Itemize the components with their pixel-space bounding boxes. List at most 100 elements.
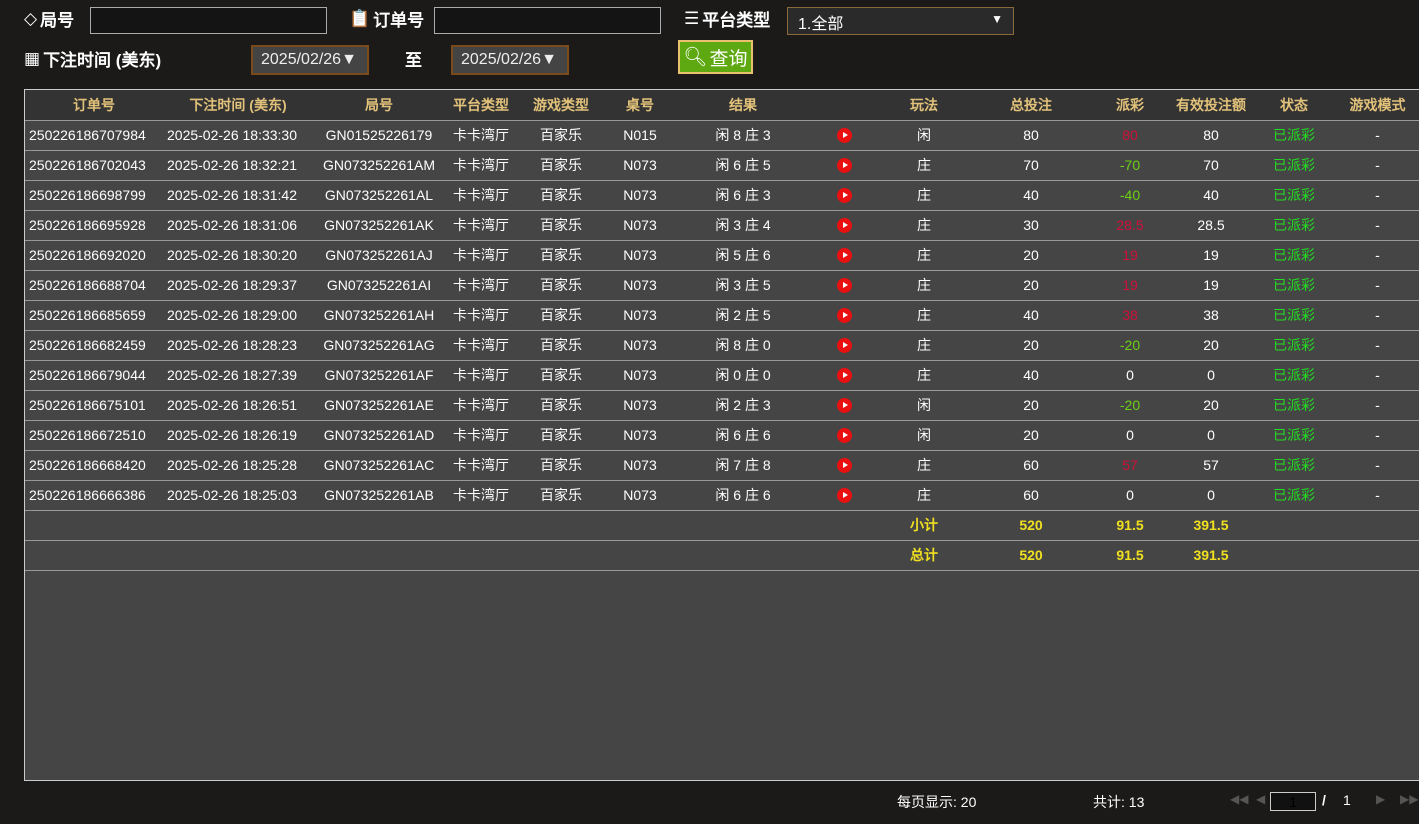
bet-type: 庄: [877, 270, 971, 301]
valid-bet: 28.5: [1169, 210, 1253, 241]
order-id: 250226186695928: [25, 210, 163, 241]
table-row: 250226186682459 2025-02-26 18:28:23 GN0732…: [25, 330, 1419, 361]
play-icon[interactable]: [836, 458, 852, 474]
table-row: 250226186668420 2025-02-26 18:25:28 GN0732…: [25, 450, 1419, 481]
payout: 19: [1091, 270, 1169, 301]
total-bet: 20: [971, 270, 1091, 301]
game-mode: -: [1335, 480, 1419, 511]
game-type: 百家乐: [517, 150, 605, 181]
column-header: 结果: [675, 90, 811, 121]
date-from-picker[interactable]: 2025/02/26▼: [251, 45, 369, 75]
order-input[interactable]: [434, 7, 661, 34]
date-to-picker[interactable]: 2025/02/26▼: [451, 45, 569, 75]
empty-cell: [675, 540, 811, 571]
play-icon[interactable]: [836, 128, 852, 144]
empty-cell: [517, 540, 605, 571]
status: 已派彩: [1253, 150, 1335, 181]
last-page-icon[interactable]: ▶▶: [1400, 792, 1419, 806]
table-row: 250226186698799 2025-02-26 18:31:42 GN0732…: [25, 180, 1419, 211]
table-row: 250226186707984 2025-02-26 18:33:30 GN0152…: [25, 120, 1419, 151]
sum-label: 总计: [877, 540, 971, 571]
order-label: 📋 订单号: [349, 8, 425, 31]
platform: 卡卡湾厅: [445, 180, 517, 211]
play-icon[interactable]: [836, 308, 852, 324]
replay-cell: [811, 270, 877, 301]
bet-type: 庄: [877, 330, 971, 361]
result: 闲 6 庄 6: [675, 420, 811, 451]
bet-time: 2025-02-26 18:26:51: [163, 390, 313, 421]
empty-cell: [605, 540, 675, 571]
platform: 卡卡湾厅: [445, 120, 517, 151]
order-id: 250226186707984: [25, 120, 163, 151]
bet-type: 庄: [877, 210, 971, 241]
play-icon[interactable]: [836, 428, 852, 444]
sum-label: 小计: [877, 510, 971, 541]
empty-cell: [605, 510, 675, 541]
play-icon[interactable]: [836, 368, 852, 384]
table-row: 250226186679044 2025-02-26 18:27:39 GN0732…: [25, 360, 1419, 391]
platform: 卡卡湾厅: [445, 300, 517, 331]
per-page: 每页显示: 20: [897, 794, 977, 810]
valid-bet: 70: [1169, 150, 1253, 181]
valid-bet: 0: [1169, 360, 1253, 391]
bet-type: 庄: [877, 300, 971, 331]
status: 已派彩: [1253, 210, 1335, 241]
order-id: 250226186685659: [25, 300, 163, 331]
server-icon: ☰: [684, 8, 700, 28]
game-type: 百家乐: [517, 240, 605, 271]
column-header: 游戏类型: [517, 90, 605, 121]
play-icon[interactable]: [836, 248, 852, 264]
replay-cell: [811, 480, 877, 511]
total-bet: 40: [971, 180, 1091, 211]
platform-label: ☰ 平台类型: [684, 8, 771, 31]
bet-type: 庄: [877, 360, 971, 391]
game-type: 百家乐: [517, 300, 605, 331]
empty-cell: [445, 540, 517, 571]
platform: 卡卡湾厅: [445, 480, 517, 511]
game-mode: -: [1335, 390, 1419, 421]
status: 已派彩: [1253, 480, 1335, 511]
page-separator: /: [1322, 792, 1326, 808]
result: 闲 2 庄 3: [675, 390, 811, 421]
replay-cell: [811, 300, 877, 331]
next-page-icon[interactable]: ▶: [1376, 792, 1386, 806]
column-header: 桌号: [605, 90, 675, 121]
result: 闲 2 庄 5: [675, 300, 811, 331]
empty-cell: [1253, 540, 1335, 571]
play-icon[interactable]: [836, 188, 852, 204]
game-type: 百家乐: [517, 180, 605, 211]
platform: 卡卡湾厅: [445, 330, 517, 361]
play-icon[interactable]: [836, 398, 852, 414]
game-type: 百家乐: [517, 420, 605, 451]
play-icon[interactable]: [836, 338, 852, 354]
table-no: N073: [605, 150, 675, 181]
platform: 卡卡湾厅: [445, 150, 517, 181]
platform-select[interactable]: 1.全部 ▼: [787, 7, 1014, 35]
status: 已派彩: [1253, 120, 1335, 151]
first-page-icon[interactable]: ◀◀: [1230, 792, 1249, 806]
prev-page-icon[interactable]: ◀: [1256, 792, 1266, 806]
play-icon[interactable]: [836, 158, 852, 174]
table-row: 250226186692020 2025-02-26 18:30:20 GN0732…: [25, 240, 1419, 271]
valid-bet: 20: [1169, 390, 1253, 421]
payout: 80: [1091, 120, 1169, 151]
status: 已派彩: [1253, 360, 1335, 391]
game-type: 百家乐: [517, 450, 605, 481]
bet-time: 2025-02-26 18:31:42: [163, 180, 313, 211]
empty-cell: [25, 510, 163, 541]
total-bet: 80: [971, 120, 1091, 151]
order-id: 250226186666386: [25, 480, 163, 511]
round-id: GN073252261AC: [313, 450, 445, 481]
round-id: GN073252261AL: [313, 180, 445, 211]
table-no: N015: [605, 120, 675, 151]
play-icon[interactable]: [836, 218, 852, 234]
empty-cell: [25, 540, 163, 571]
page-input[interactable]: [1270, 792, 1316, 811]
play-icon[interactable]: [836, 278, 852, 294]
play-icon[interactable]: [836, 488, 852, 504]
query-button[interactable]: 🔍︎ 查询: [678, 40, 753, 74]
status: 已派彩: [1253, 450, 1335, 481]
round-label: ◇ 局号: [24, 8, 75, 31]
replay-cell: [811, 330, 877, 361]
round-input[interactable]: [90, 7, 327, 34]
